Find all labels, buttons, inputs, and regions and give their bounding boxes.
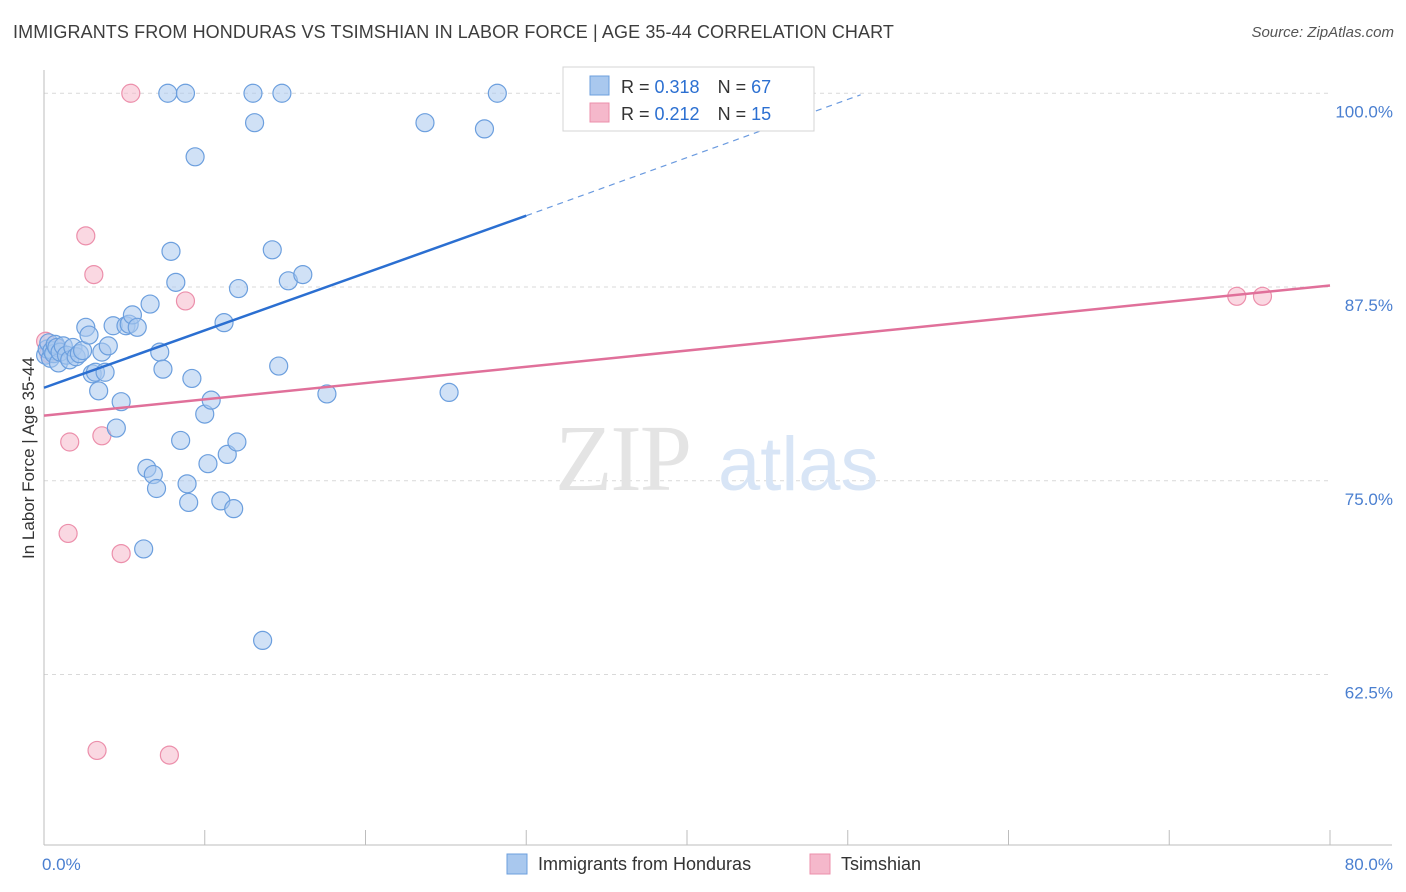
honduras-point (177, 474, 197, 494)
legend-label-honduras: Immigrants from Honduras (538, 854, 751, 874)
legend-swatch-tsimshian (809, 853, 831, 875)
stats-legend: R = 0.318 N = 67 R = 0.212 N = 15 (562, 66, 815, 132)
honduras-point (146, 478, 167, 499)
tsimshian-point (87, 740, 107, 761)
honduras-point (415, 113, 435, 133)
stats-r-value: 0.212 (655, 104, 700, 124)
honduras-point (106, 418, 126, 438)
honduras-point (140, 294, 160, 314)
honduras-points (36, 83, 507, 651)
watermark-atlas: atlas (718, 422, 879, 507)
honduras-point (244, 113, 265, 133)
tsimshian-point (76, 226, 96, 246)
x-tick-label-min: 0.0% (42, 855, 81, 874)
y-tick-label: 100.0% (1335, 102, 1393, 121)
axes (43, 70, 1392, 846)
honduras-point (262, 240, 282, 260)
honduras-point (179, 492, 199, 513)
honduras-point (89, 381, 109, 401)
stats-r-value: 0.318 (655, 77, 700, 97)
honduras-point (185, 147, 205, 167)
stats-r-label: R = (621, 77, 655, 97)
y-tick-labels: 62.5% 75.0% 87.5% 100.0% (1335, 102, 1393, 702)
y-tick-label: 87.5% (1345, 296, 1393, 315)
honduras-point (79, 325, 99, 345)
y-tick-label: 75.0% (1345, 490, 1393, 509)
honduras-point (439, 382, 459, 402)
gridlines (44, 92, 1330, 675)
honduras-point (243, 83, 263, 103)
stats-n-label: N = (718, 77, 752, 97)
tsimshian-point (84, 265, 104, 285)
honduras-point (228, 278, 249, 299)
tsimshian-point (111, 543, 131, 564)
honduras-point (158, 83, 178, 103)
x-ticks (43, 830, 1331, 845)
honduras-point (198, 454, 218, 474)
honduras-point (166, 272, 186, 292)
honduras-point (161, 241, 181, 261)
honduras-point (269, 356, 289, 376)
y-tick-label: 62.5% (1345, 684, 1393, 703)
tsimshian-point (159, 745, 179, 765)
stats-r-label: R = (621, 104, 655, 124)
tsimshian-point (175, 291, 196, 311)
stats-n-value: 15 (751, 104, 771, 124)
honduras-point (293, 265, 313, 285)
x-tick-label-max: 80.0% (1345, 855, 1393, 874)
honduras-point (253, 630, 273, 651)
legend-label-tsimshian: Tsimshian (841, 854, 921, 874)
honduras-point (153, 359, 173, 379)
honduras-point (182, 368, 202, 389)
honduras-point (272, 83, 292, 103)
honduras-point (487, 83, 507, 103)
watermark-zip: ZIP (555, 407, 690, 511)
honduras-point (134, 539, 154, 559)
stats-n-value: 67 (751, 77, 771, 97)
chart-title: IMMIGRANTS FROM HONDURAS VS TSIMSHIAN IN… (13, 22, 895, 42)
stats-swatch-honduras (589, 75, 610, 96)
watermark: ZIP atlas (555, 407, 879, 511)
tsimshian-trend-line (43, 284, 1331, 417)
honduras-point (224, 499, 244, 519)
honduras-trend-line (43, 214, 527, 389)
tsimshian-point (121, 83, 141, 103)
bottom-legend: Immigrants from Honduras Tsimshian (506, 853, 921, 875)
trend-lines (43, 94, 1331, 417)
tsimshian-point (1252, 286, 1273, 306)
honduras-trend-extension (526, 94, 861, 217)
honduras-point (317, 384, 337, 404)
honduras-point (98, 336, 118, 356)
stats-n-label: N = (718, 104, 752, 124)
source-label: Source: ZipAtlas.com (1251, 24, 1394, 41)
honduras-point (474, 119, 495, 139)
honduras-point (127, 317, 147, 337)
honduras-point (227, 432, 247, 452)
legend-swatch-honduras (506, 853, 528, 875)
honduras-point (175, 83, 196, 103)
stats-swatch-tsimshian (589, 102, 610, 123)
tsimshian-point (58, 523, 78, 544)
y-axis-label: In Labor Force | Age 35-44 (19, 357, 38, 559)
tsimshian-point (60, 432, 80, 452)
honduras-point (171, 430, 191, 451)
